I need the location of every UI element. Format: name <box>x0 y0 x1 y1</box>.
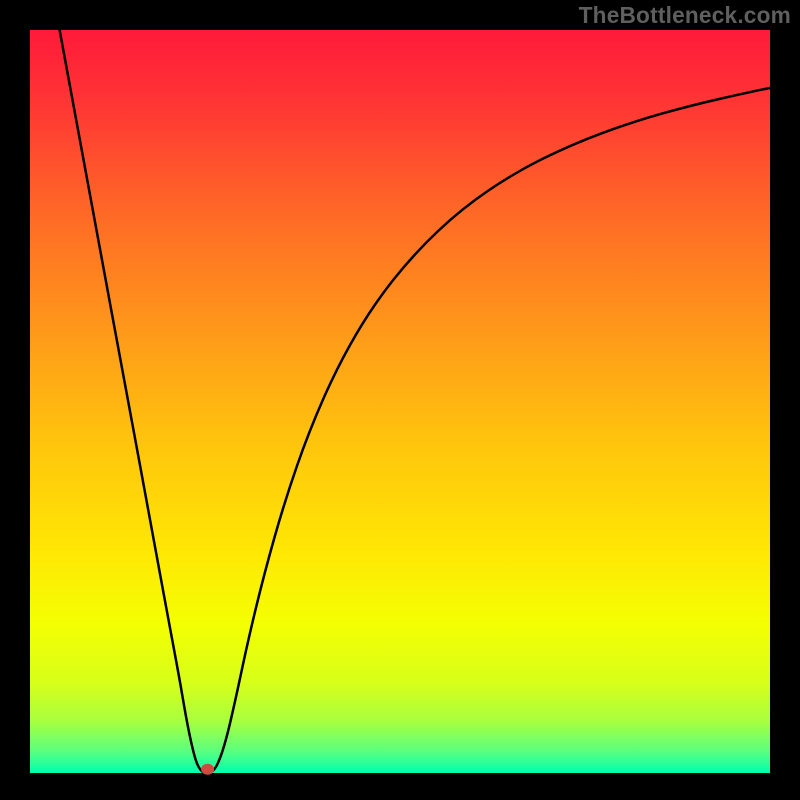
plot-area <box>30 30 770 773</box>
watermark-text: TheBottleneck.com <box>579 2 791 29</box>
chart-frame: TheBottleneck.com <box>0 0 800 800</box>
